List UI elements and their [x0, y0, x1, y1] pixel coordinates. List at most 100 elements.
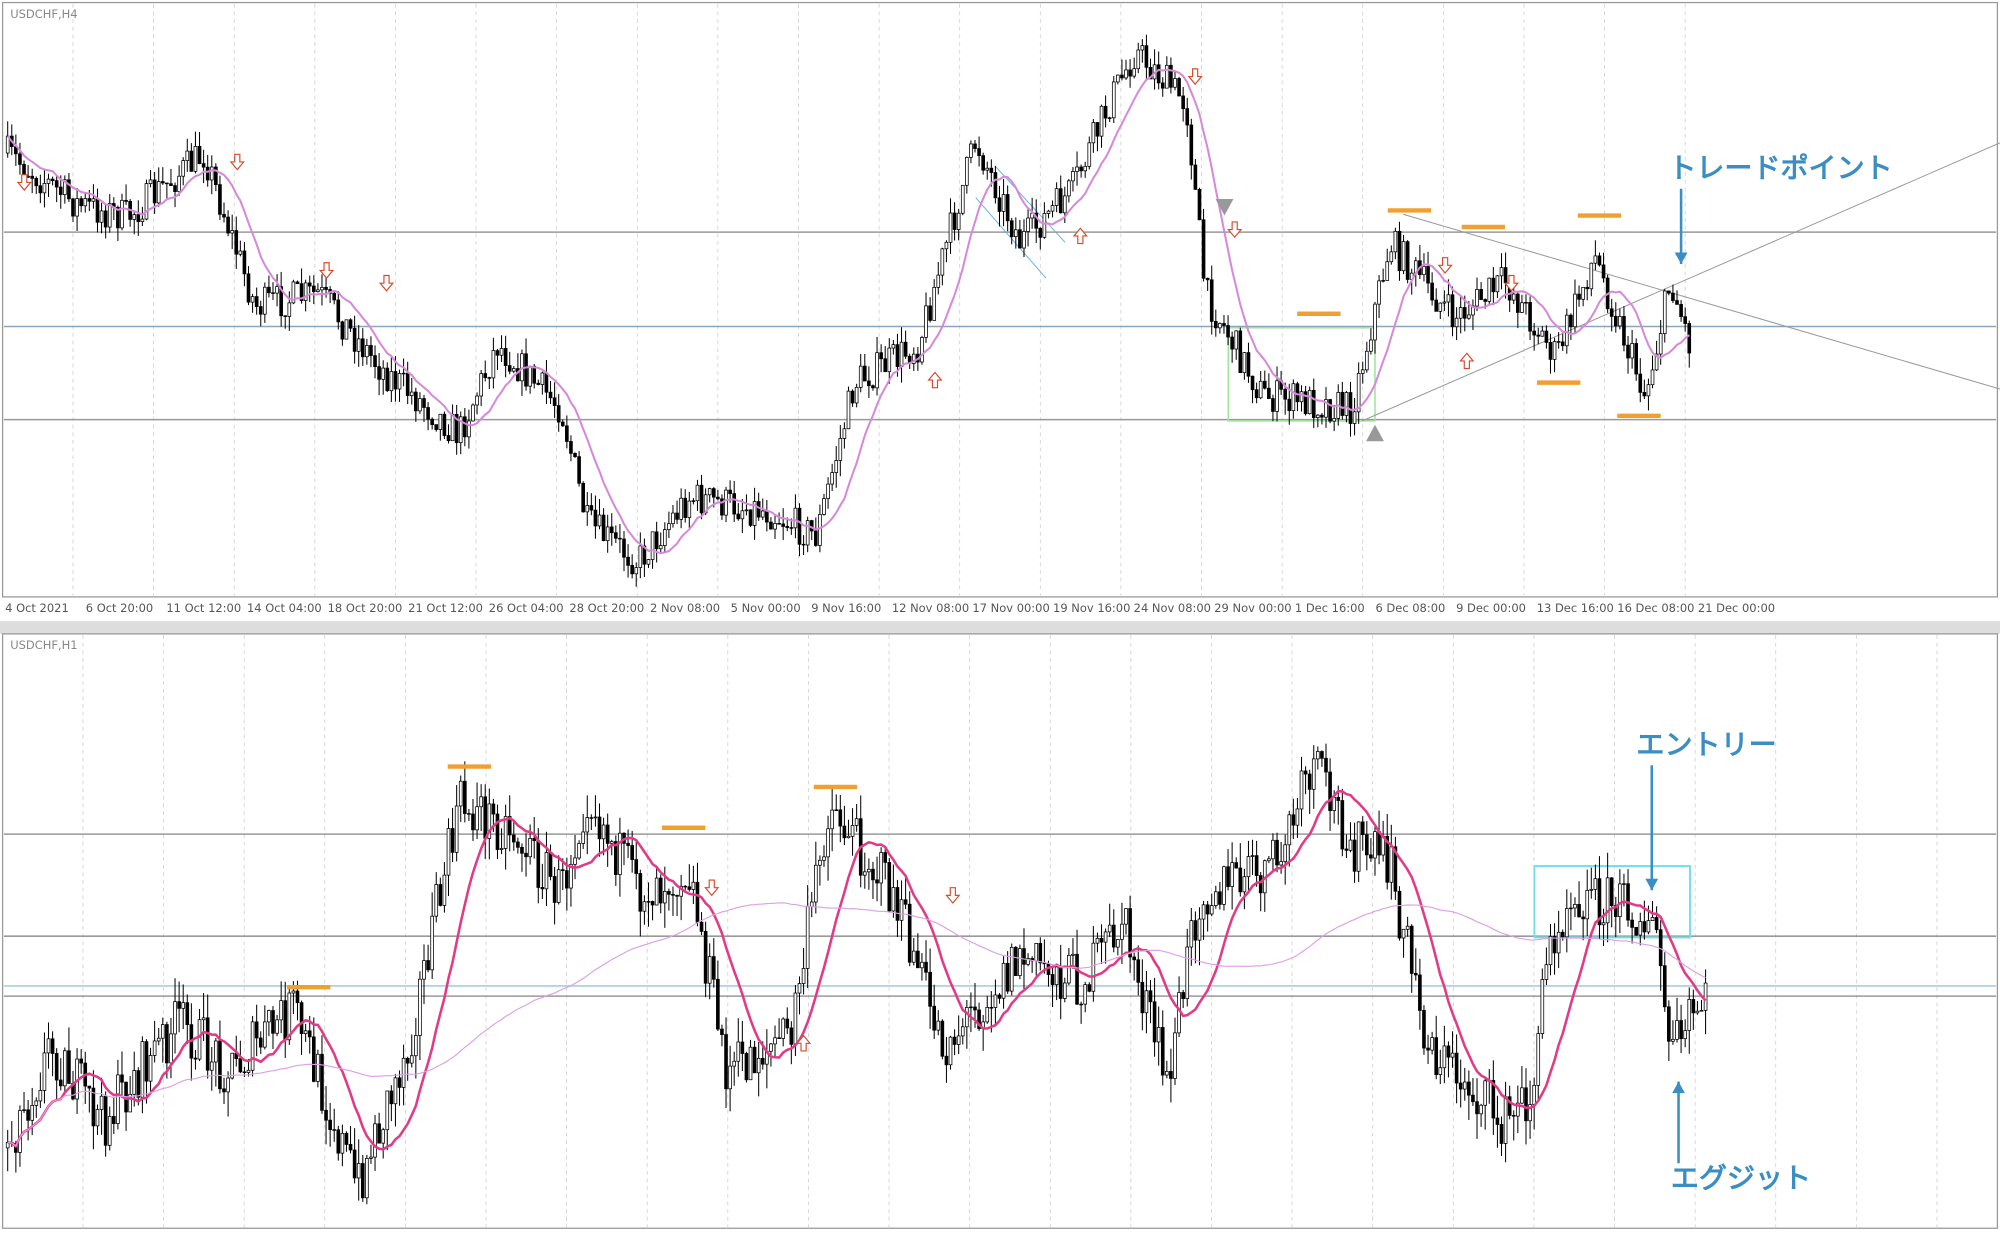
time-label: 28 Oct 20:00	[569, 601, 644, 615]
candle	[271, 292, 275, 294]
candle	[442, 413, 447, 436]
candle	[1495, 1117, 1500, 1125]
candle	[377, 1123, 381, 1144]
splitter[interactable]	[0, 621, 2000, 634]
candle	[711, 956, 716, 980]
signal-arrow	[229, 153, 245, 171]
candle	[1201, 219, 1206, 279]
candle	[340, 1132, 345, 1154]
candle	[332, 292, 337, 301]
candle	[1009, 946, 1014, 992]
candle	[720, 498, 724, 516]
candle	[801, 543, 806, 546]
candle	[936, 1020, 941, 1031]
candle	[895, 887, 900, 921]
candle	[1230, 336, 1234, 350]
time-label: 19 Nov 16:00	[1053, 601, 1130, 615]
candle	[1695, 1010, 1700, 1014]
candle	[977, 1009, 981, 1029]
candle	[95, 198, 100, 223]
candle	[1516, 293, 1520, 313]
candle	[1193, 920, 1198, 941]
candle	[683, 885, 688, 888]
panel-h1	[1, 633, 1999, 1229]
candle	[1344, 848, 1349, 851]
candle	[254, 296, 259, 307]
candle	[1067, 954, 1071, 984]
candle	[1124, 69, 1128, 79]
candle	[214, 1040, 218, 1063]
candle	[107, 1116, 112, 1146]
candle	[1405, 925, 1410, 930]
candle	[1622, 883, 1626, 885]
candle	[42, 183, 47, 194]
candle	[328, 1119, 332, 1130]
candle	[638, 545, 643, 569]
candle	[826, 828, 830, 858]
candle	[1291, 383, 1296, 412]
candle	[907, 903, 912, 963]
candle	[1548, 935, 1553, 966]
candle	[426, 960, 430, 971]
candle	[1540, 330, 1545, 337]
candle	[1160, 1027, 1165, 1076]
candle	[581, 831, 585, 844]
candle	[924, 961, 928, 973]
candle	[246, 273, 251, 303]
annotation: エグジット	[1671, 1161, 1811, 1194]
candle	[1095, 937, 1100, 944]
candle	[1275, 839, 1279, 866]
candle	[430, 418, 434, 425]
candle	[303, 282, 308, 301]
candle	[793, 992, 798, 1045]
candle	[822, 856, 826, 861]
candle	[197, 1019, 202, 1060]
candle	[1430, 1037, 1434, 1051]
candle	[291, 990, 296, 994]
candle	[136, 214, 141, 223]
candle	[454, 805, 459, 853]
candle	[18, 153, 22, 165]
candle	[1528, 1104, 1532, 1122]
candle	[952, 1036, 957, 1045]
candle	[1679, 1020, 1683, 1040]
candle	[1393, 846, 1398, 892]
candle	[1446, 1045, 1451, 1058]
candle	[577, 843, 581, 859]
candle	[1467, 1081, 1471, 1096]
candle	[683, 497, 688, 518]
candle	[1577, 293, 1581, 300]
candle	[1524, 302, 1528, 304]
candle	[1026, 217, 1030, 232]
candle	[38, 1090, 43, 1102]
candle	[177, 175, 181, 192]
candle	[377, 366, 381, 380]
candle	[1087, 142, 1092, 167]
candle	[1034, 943, 1039, 962]
candle	[67, 1050, 71, 1084]
candle	[634, 859, 639, 874]
candle	[144, 1041, 149, 1082]
candle	[1156, 1027, 1161, 1043]
candle	[1683, 1030, 1687, 1040]
candle	[1213, 321, 1218, 329]
candle	[471, 404, 475, 422]
candle	[1699, 1009, 1704, 1012]
candle	[467, 420, 471, 438]
candle	[1071, 953, 1075, 956]
candle	[511, 834, 516, 843]
candle	[1283, 388, 1288, 400]
candle	[1128, 69, 1132, 77]
candle	[565, 870, 569, 889]
candle	[1291, 814, 1296, 826]
candle	[87, 198, 92, 202]
candle	[205, 166, 210, 181]
zone-box	[1227, 327, 1376, 422]
candle	[532, 365, 537, 384]
candle	[1434, 299, 1439, 312]
candle	[777, 1037, 781, 1039]
candle	[1316, 414, 1320, 418]
candle	[385, 367, 390, 392]
time-label: 6 Oct 20:00	[86, 601, 153, 615]
candle	[650, 531, 655, 560]
